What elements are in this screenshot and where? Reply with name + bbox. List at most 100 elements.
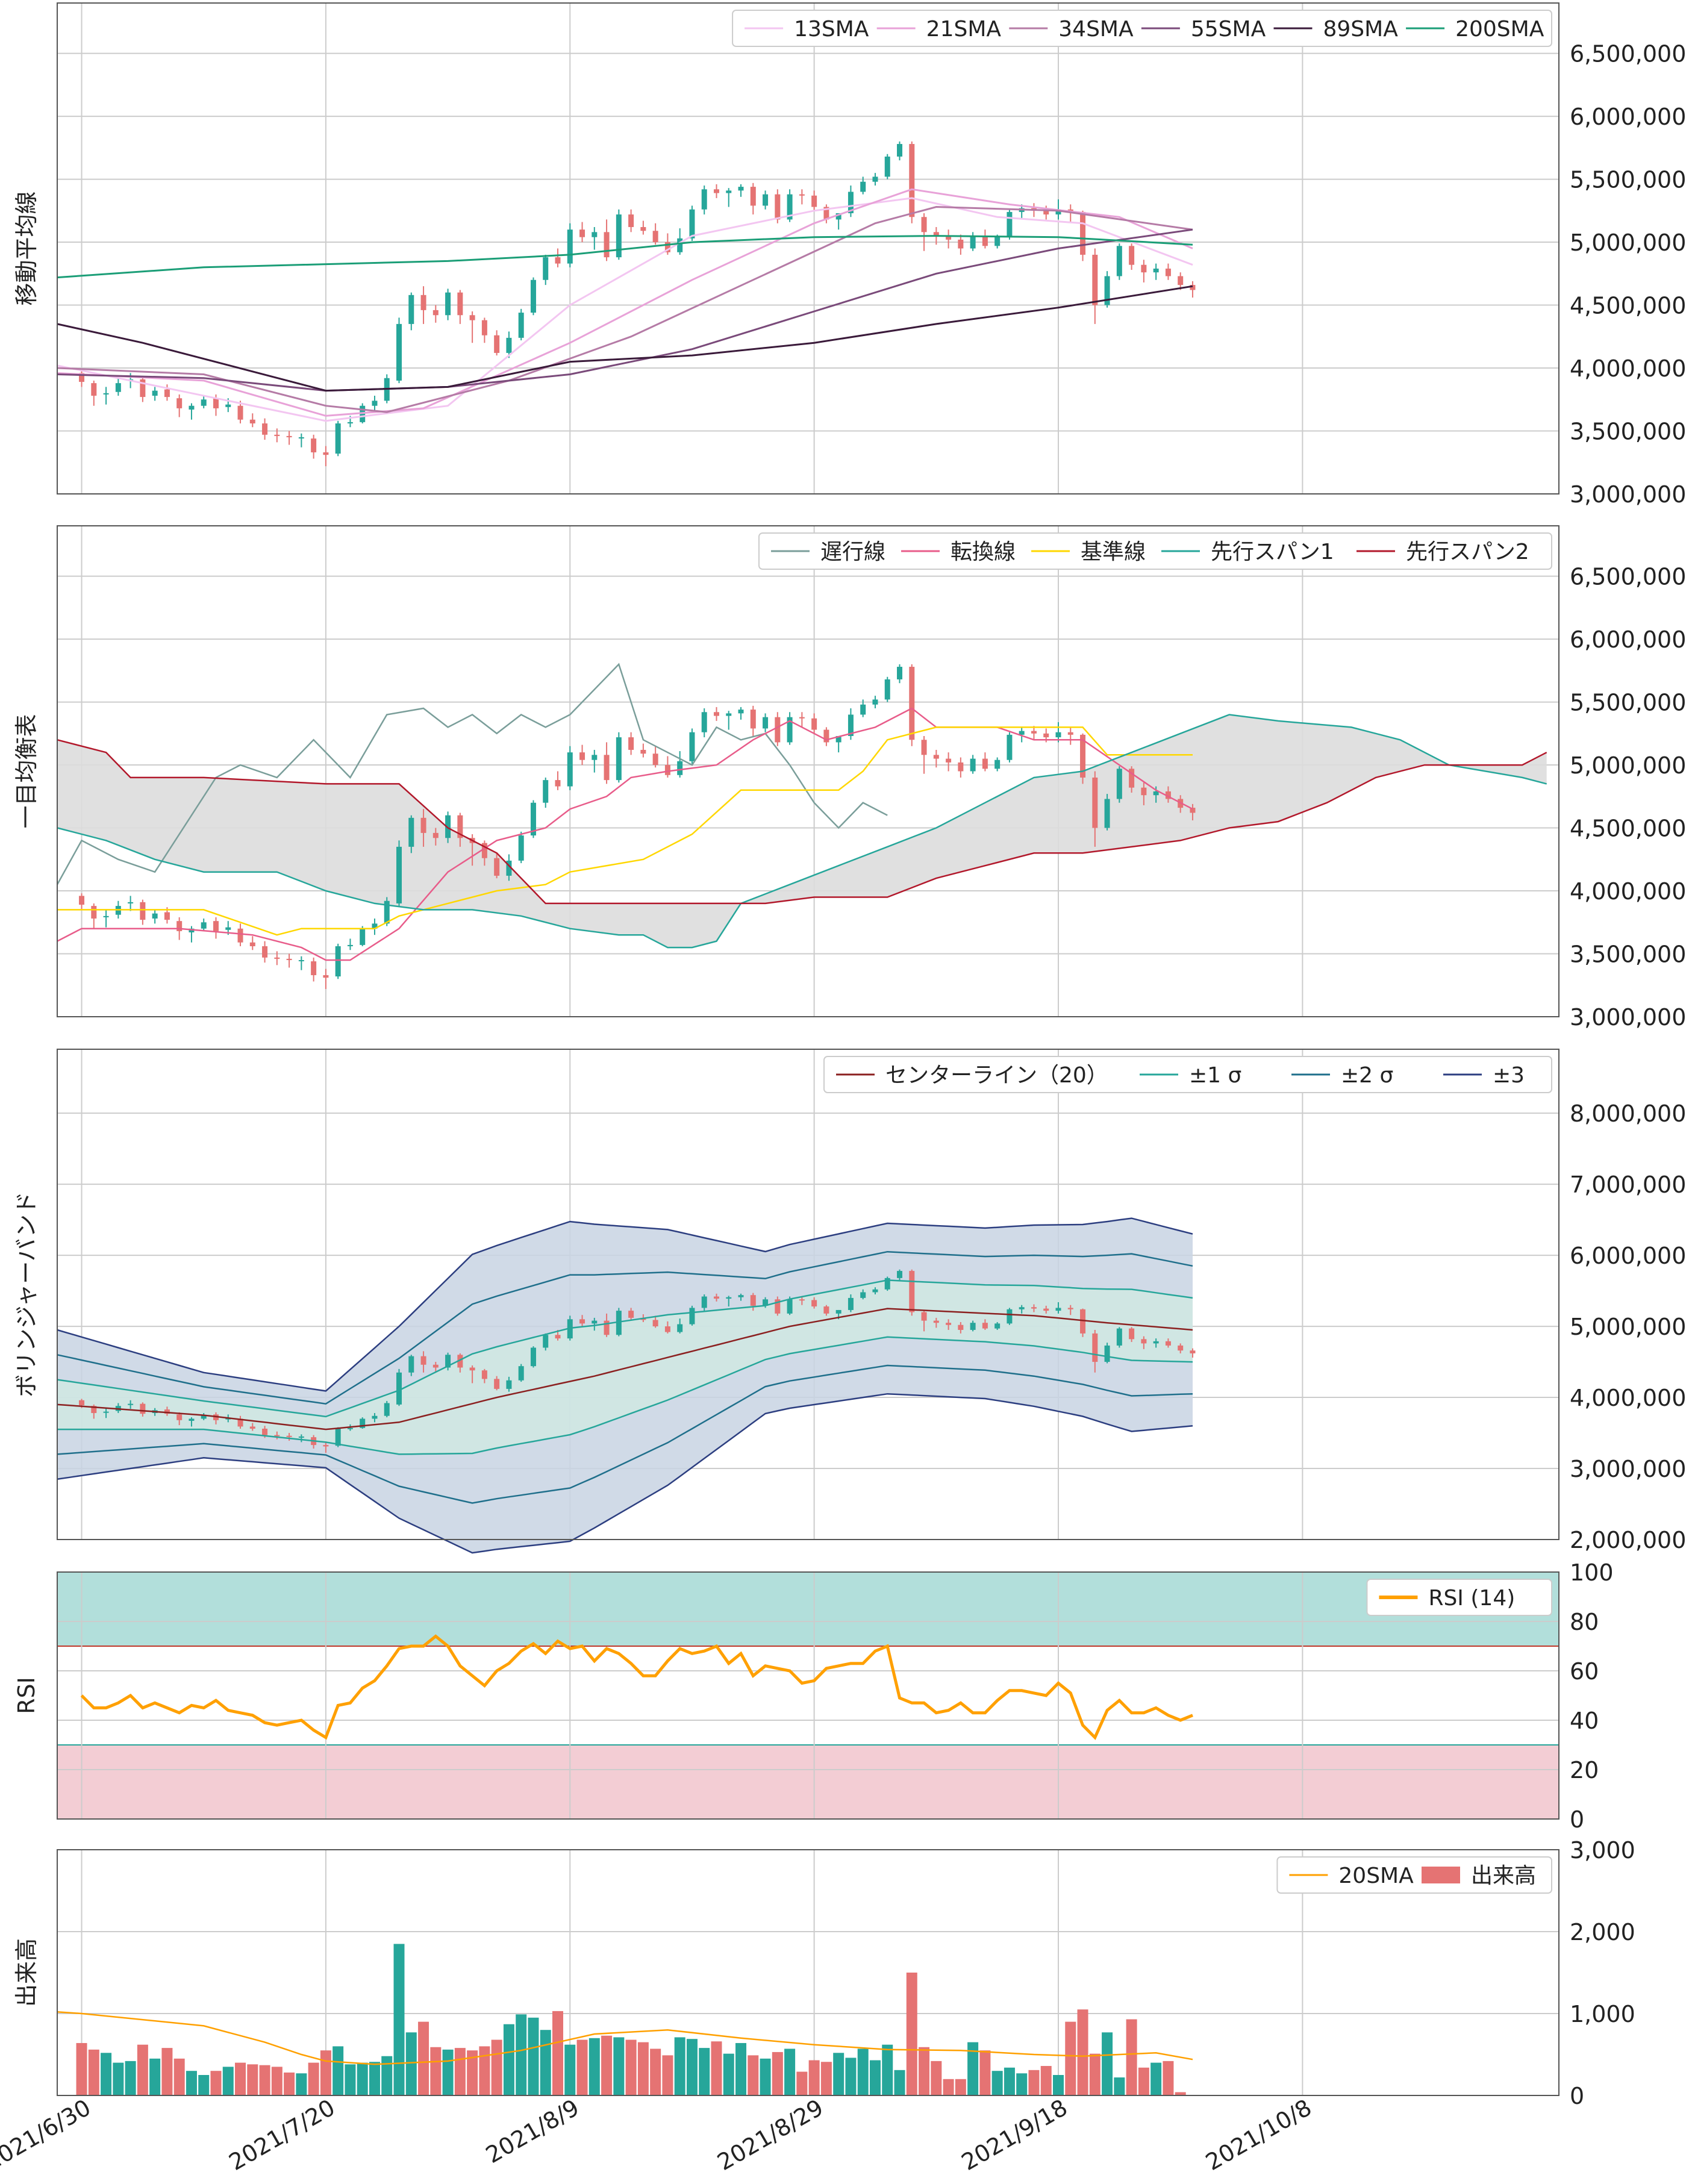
candle-down (799, 1299, 805, 1301)
candle-down (164, 1409, 170, 1414)
band-line-lower (57, 1336, 1193, 1455)
candle-down (274, 957, 280, 959)
y-tick-label: 7,000,000 (1570, 1172, 1686, 1198)
candle-up (115, 383, 121, 392)
candle-up (677, 238, 683, 252)
ichimoku-panel: 3,000,000 3,500,000 4,000,000 4,500,000 5,00… (13, 525, 1686, 1031)
volume-bar (357, 2062, 368, 2095)
volume-bar (235, 2062, 246, 2095)
candle-down (140, 1403, 146, 1414)
candle-up (530, 279, 536, 313)
candle-down (1190, 808, 1196, 813)
y-axis-label: ボリンジャーバンド (13, 1191, 40, 1397)
candle-down (213, 921, 219, 931)
volume-bar (1040, 2066, 1052, 2095)
y-tick-label: 4,500,000 (1570, 293, 1686, 319)
candle-up (396, 1372, 402, 1405)
candle-down (323, 975, 329, 978)
candle-up (225, 927, 231, 930)
candle-down (775, 194, 781, 220)
candle-up (103, 916, 109, 917)
legend: 20SMA 出来高 (1276, 1856, 1552, 1894)
volume-panel: 0 1,000 2,000 3,000 出来高 20SMA 出来高 (13, 1837, 1635, 2109)
candle-down (249, 1426, 255, 1429)
y-tick-label: 0 (1570, 2083, 1584, 2109)
volume-bar (735, 2042, 747, 2095)
candle-up (1116, 1328, 1122, 1346)
legend-box (758, 532, 1552, 570)
volume-bar (967, 2042, 979, 2095)
candle-up (994, 237, 1001, 246)
volume-bar (1016, 2073, 1028, 2095)
candle-up (616, 1311, 622, 1335)
candle-up (1153, 1341, 1159, 1344)
candle-up (1104, 799, 1110, 828)
candle-down (1165, 268, 1171, 276)
legend-label: 21SMA (926, 17, 1002, 42)
volume-bar (405, 2032, 417, 2095)
candle-down (237, 1418, 243, 1427)
volume-bar (772, 2051, 783, 2095)
candle-down (823, 729, 829, 743)
volume-bar (296, 2073, 307, 2095)
candle-up (152, 913, 158, 919)
volume-bar (454, 2048, 466, 2095)
candle-up (189, 928, 195, 932)
candle-down (140, 902, 146, 920)
candle-up (787, 194, 793, 220)
candle-up (189, 1418, 195, 1421)
volume-bar (625, 2039, 637, 2095)
candle-up (897, 667, 903, 679)
candle-up (1055, 732, 1061, 738)
candle-up (445, 1355, 451, 1368)
volume-bar (991, 2071, 1003, 2095)
candle-up (738, 710, 744, 714)
rsi-line (80, 1634, 1193, 1741)
bollinger-panel: 2,000,000 3,000,000 4,000,000 5,000,000 6,00… (13, 1049, 1686, 1554)
panel-border (57, 2, 1559, 495)
candle-down (1141, 787, 1147, 796)
y-tick-label: 40 (1570, 1708, 1599, 1734)
candle-down (79, 373, 85, 382)
y-tick-label: 4,000,000 (1570, 1385, 1686, 1411)
panel-border (57, 1571, 1559, 1820)
candle-down (249, 419, 255, 423)
candle-down (1067, 1308, 1073, 1309)
candle-up (298, 437, 304, 438)
candle-up (897, 1271, 903, 1278)
candle-up (835, 213, 841, 220)
candle-up (445, 815, 451, 838)
candle-up (701, 189, 707, 210)
candle-up (1019, 731, 1025, 735)
candle-up (994, 1323, 1001, 1329)
candle-up (360, 1418, 366, 1428)
candle-up (543, 780, 549, 803)
candle-down (713, 189, 719, 193)
candle-down (652, 1320, 658, 1327)
candle-up (408, 1356, 414, 1373)
candle-up (372, 1415, 378, 1419)
volume-bar (101, 2053, 112, 2095)
candle-up (1055, 209, 1061, 215)
candle-up (787, 1299, 793, 1314)
legend: RSI (14) (1366, 1579, 1552, 1616)
legend-box (1276, 1856, 1552, 1894)
candle-down (1043, 1308, 1049, 1311)
volume-bar (369, 2062, 380, 2095)
volume-bar (919, 2047, 930, 2095)
candle-up (872, 699, 878, 705)
candle-down (164, 389, 170, 398)
volume-bar (686, 2039, 698, 2095)
candle-down (909, 667, 915, 740)
y-tick-label: 3,000,000 (1570, 1004, 1686, 1031)
candle-down (1031, 1307, 1037, 1309)
candle-up (1055, 1308, 1061, 1311)
x-tick-label: 2021/10/8 (1201, 2094, 1316, 2176)
candle-down (1080, 211, 1086, 255)
candle-down (481, 320, 487, 335)
legend-label: 13SMA (794, 17, 869, 42)
candle-up (543, 257, 549, 280)
candle-down (237, 928, 243, 943)
